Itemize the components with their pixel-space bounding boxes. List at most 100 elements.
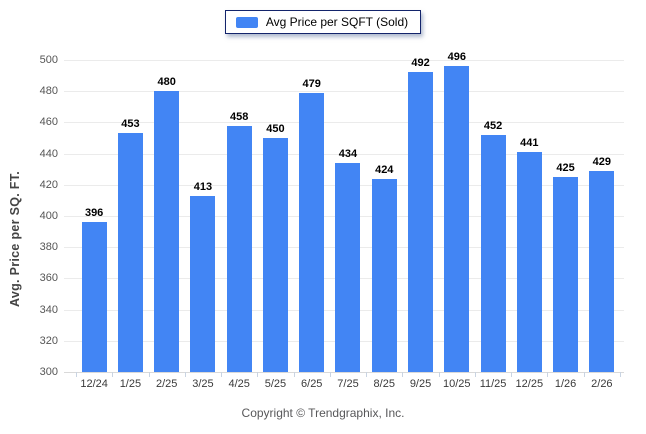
bar: 441	[516, 137, 542, 372]
bar-value-label: 434	[338, 147, 358, 160]
bar-value-label: 458	[230, 110, 249, 123]
x-tick-label: 2/26	[591, 378, 613, 390]
legend-box: Avg Price per SQFT (Sold)	[224, 10, 422, 34]
gridline	[64, 153, 624, 155]
bar-slot: 496	[439, 51, 475, 372]
bar: 424	[371, 164, 397, 372]
bar-value-label: 496	[447, 51, 466, 64]
bar-slot: 480	[149, 60, 185, 372]
bar: 492	[408, 57, 434, 372]
bar: 450	[262, 123, 288, 372]
x-tick-mark	[293, 372, 295, 377]
x-tick-mark	[329, 372, 331, 377]
bar: 434	[335, 148, 361, 372]
y-axis-ticks: 300 320 340 360 380 400 420 440 460 480 500	[28, 54, 58, 378]
bar-value-label: 425	[556, 162, 575, 174]
bar-value-label: 453	[121, 118, 140, 131]
y-tick-label: 360	[39, 272, 58, 285]
y-tick-label: 480	[39, 85, 58, 98]
x-tick-label: 6/25	[301, 378, 323, 390]
y-tick-label: 420	[39, 178, 58, 191]
x-tick-label: 9/25	[409, 378, 432, 390]
x-tick-mark	[583, 372, 585, 377]
x-tick-label: 10/25	[443, 378, 471, 390]
x-axis-ticks	[76, 372, 621, 378]
bar: 496	[444, 51, 470, 372]
y-tick-label: 340	[39, 303, 58, 316]
x-tick-label: 5/25	[264, 378, 287, 390]
copyright-text: Copyright © Trendgraphix, Inc.	[241, 406, 405, 420]
y-tick-label: 320	[39, 334, 58, 347]
y-tick-label: 380	[39, 241, 58, 254]
bars-row: 396 453 480 413 458 450 479 434 424 492 496 452 441 4…	[76, 51, 620, 372]
bar: 480	[154, 76, 180, 372]
legend: Avg Price per SQFT (Sold)	[0, 0, 646, 34]
x-tick-mark	[474, 372, 476, 377]
gridline	[64, 91, 624, 93]
bar: 396	[81, 207, 107, 372]
bar-value-label: 413	[193, 180, 213, 193]
bar-value-label: 450	[266, 123, 285, 135]
x-axis-baseline	[64, 372, 624, 373]
y-axis-title: Avg. Price per SQ. FT.	[8, 170, 22, 308]
bar-slot: 434	[330, 60, 366, 372]
x-tick-label: 12/24	[80, 378, 108, 390]
bar-value-label: 441	[520, 137, 539, 150]
gridline	[64, 60, 624, 61]
bar: 429	[589, 156, 615, 372]
x-tick-label: 11/25	[479, 378, 507, 390]
bar-slot: 479	[294, 60, 330, 372]
x-tick-label: 2/25	[155, 378, 178, 390]
x-tick-mark	[76, 372, 77, 377]
x-tick-mark	[511, 372, 513, 377]
bar-slot: 492	[402, 57, 438, 372]
bar: 425	[553, 162, 579, 372]
bar-slot: 452	[475, 60, 511, 372]
y-tick-label: 500	[39, 54, 58, 66]
bar-value-label: 396	[84, 207, 104, 220]
x-tick-label: 12/25	[515, 378, 544, 390]
gridline	[64, 122, 624, 124]
bar: 479	[299, 78, 325, 372]
y-tick-label: 460	[39, 116, 58, 129]
x-tick-mark	[148, 372, 150, 377]
plot-area: 396 453 480 413 458 450 479 434 424 492 496 452 441 4…	[64, 51, 624, 373]
x-tick-mark	[402, 372, 404, 377]
bar-slot: 429	[584, 60, 620, 372]
x-tick-mark	[221, 372, 223, 377]
x-tick-mark	[620, 372, 621, 377]
bar-value-label: 492	[411, 57, 430, 70]
bar-slot: 425	[547, 60, 583, 372]
x-tick-mark	[366, 372, 368, 377]
y-tick-label: 400	[39, 210, 58, 222]
x-tick-mark	[112, 372, 114, 377]
x-tick-mark	[547, 372, 549, 377]
x-tick-label: 4/25	[228, 378, 250, 390]
bar-slot: 458	[221, 60, 257, 372]
x-tick-label: 7/25	[337, 378, 359, 390]
bar-value-label: 479	[302, 77, 321, 90]
x-axis-labels: 12/24 1/25 2/25 3/25 4/25 5/25 6/25 7/25 8/25 9/2…	[76, 378, 620, 390]
x-tick-mark	[184, 372, 186, 377]
bar-slot: 413	[185, 60, 221, 372]
bar-slot: 441	[511, 60, 547, 372]
bar: 452	[480, 120, 506, 372]
bar: 453	[117, 118, 143, 372]
chart: Avg. Price per SQ. FT. 300 320 340 360 380 40…	[0, 46, 646, 390]
bar-slot: 453	[112, 60, 148, 372]
y-tick-label: 440	[39, 147, 58, 160]
bar: 458	[226, 111, 252, 372]
bar-value-label: 452	[483, 119, 503, 132]
bar-swatch-icon	[235, 16, 258, 28]
x-tick-label: 8/25	[373, 378, 395, 390]
x-tick-label: 1/25	[119, 378, 142, 390]
bar-slot: 424	[366, 60, 402, 372]
x-tick-label: 1/26	[554, 378, 577, 390]
x-tick-mark	[438, 372, 440, 377]
bar-slot: 396	[76, 60, 112, 372]
x-tick-mark	[257, 372, 259, 377]
bar-value-label: 424	[375, 163, 394, 176]
bar-value-label: 429	[592, 155, 612, 168]
bar: 413	[190, 181, 216, 372]
bar-value-label: 480	[157, 76, 176, 89]
